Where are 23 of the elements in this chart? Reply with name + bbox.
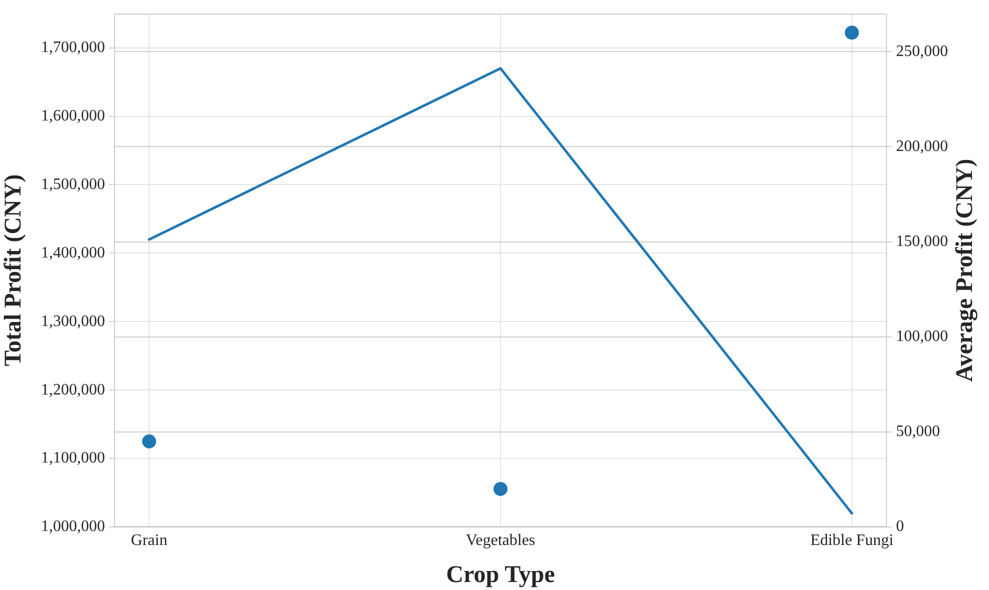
y2-tick-label: 50,000: [896, 423, 940, 440]
y-tick-label: 1,300,000: [41, 312, 105, 330]
point: [844, 26, 859, 40]
y-tick-label: 1,200,000: [41, 381, 105, 398]
y2-tick-label: 100,000: [896, 328, 948, 346]
y-tick-label: 1,100,000: [41, 450, 105, 467]
y-tick-label: 1,000,000: [41, 518, 105, 536]
x-tick-label: Edible Fungi: [810, 532, 894, 549]
y2-tick-label: 150,000: [896, 232, 948, 250]
y-axis-title: Total Profit (CNY): [0, 174, 27, 366]
y2-tick-label: 200,000: [896, 138, 948, 155]
x-tick-label: Vegetables: [466, 532, 536, 549]
x-axis-title: Crop Type: [446, 562, 556, 588]
y-tick-label: 1,600,000: [41, 107, 105, 124]
y2-tick-label: 0: [896, 518, 904, 536]
y-tick-label: 1,700,000: [41, 39, 105, 56]
y2-axis-title: Average Profit (CNY): [952, 158, 978, 382]
y-tick-label: 1,400,000: [41, 244, 105, 262]
y-tick-label: 1,500,000: [41, 176, 105, 193]
x-tick-label: Grain: [130, 532, 168, 549]
point: [494, 482, 508, 496]
y2-tick-label: 250,000: [896, 42, 948, 60]
point: [142, 434, 156, 448]
